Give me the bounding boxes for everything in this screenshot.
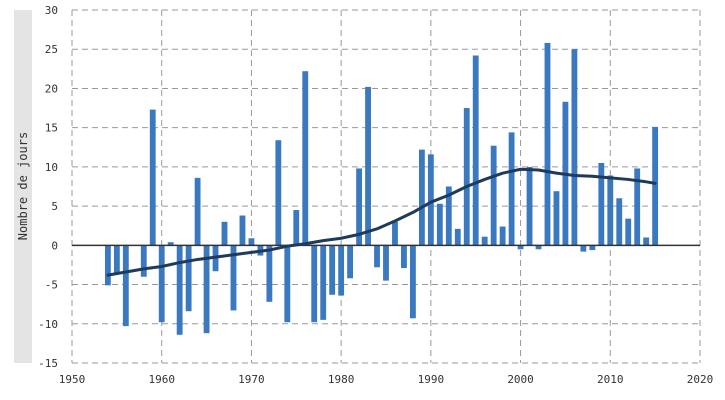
x-tick-labels: 1950 1960 1970 1980 1990 2000 2010 2020: [59, 373, 714, 386]
bar: [383, 245, 389, 281]
y-tick-label: 25: [45, 43, 58, 56]
x-tick-label: 2000: [507, 373, 534, 386]
bar: [526, 166, 533, 246]
bar: [544, 42, 551, 246]
bar: [167, 242, 174, 246]
y-tick-label: 20: [45, 82, 58, 95]
bar: [266, 245, 273, 302]
y-tick-label: 0: [51, 239, 58, 252]
bar: [194, 177, 201, 246]
bar: [445, 186, 452, 246]
y-tick-label: 5: [51, 200, 58, 213]
bar: [409, 245, 416, 319]
bar: [203, 245, 210, 334]
bar: [356, 168, 363, 246]
y-axis-label: Nombre de jours: [16, 132, 30, 240]
bars: [104, 42, 659, 335]
bar: [293, 210, 300, 246]
bar: [472, 55, 479, 246]
trend-line: [106, 167, 657, 277]
ylabel-band: [14, 10, 32, 363]
bar: [176, 245, 183, 335]
y-tick-labels: -15 -10 -5 0 5 10 15 20 25 30: [38, 4, 58, 370]
bar: [625, 218, 632, 246]
x-tick-label: 2010: [597, 373, 624, 386]
bar: [221, 221, 228, 246]
bar: [122, 245, 129, 327]
x-tick-label: 1950: [59, 373, 86, 386]
bar: [418, 149, 425, 246]
bar: [113, 245, 120, 274]
bar: [329, 245, 336, 295]
bar: [140, 245, 147, 277]
bar: [481, 236, 488, 246]
bar: [517, 245, 524, 250]
bar: [374, 245, 380, 268]
bar: [490, 145, 497, 246]
bar: [454, 228, 461, 246]
bar: [616, 198, 623, 246]
y-tick-label: 15: [45, 122, 58, 135]
bar: [580, 245, 587, 252]
bar: [302, 71, 309, 246]
bar: [436, 203, 443, 246]
bar: [158, 245, 165, 323]
bar: [104, 245, 111, 286]
y-tick-label: 10: [45, 161, 58, 174]
bar: [365, 86, 371, 246]
bar: [427, 154, 434, 246]
x-tick-label: 1990: [418, 373, 445, 386]
bar: [239, 215, 246, 246]
bar: [275, 140, 282, 246]
bar: [338, 245, 345, 296]
bar: [607, 175, 614, 246]
bar: [320, 245, 327, 320]
trend-polyline: [106, 167, 657, 277]
bar: [499, 226, 506, 246]
bar: [598, 162, 605, 246]
bar: [149, 109, 156, 246]
bar: [185, 245, 192, 312]
bar: [508, 132, 515, 246]
bar: [634, 168, 641, 246]
bar: [589, 245, 596, 251]
bar: [652, 126, 659, 246]
grid: [71, 9, 701, 364]
bar: [553, 191, 560, 246]
bar: [284, 245, 291, 323]
bar: [392, 221, 398, 246]
x-tick-label: 1980: [328, 373, 355, 386]
x-tick-label: 2020: [687, 373, 714, 386]
bar: [311, 245, 318, 323]
bar: [401, 245, 407, 269]
bar: [248, 238, 255, 246]
bar: [463, 108, 470, 246]
bar: [571, 49, 578, 246]
bar: [643, 237, 650, 246]
y-tick-label: 30: [45, 4, 58, 17]
y-tick-label: -10: [38, 318, 58, 331]
x-tick-label: 1960: [148, 373, 175, 386]
bar: [230, 245, 237, 311]
x-tick-label: 1970: [238, 373, 265, 386]
y-tick-label: -15: [38, 357, 58, 370]
bar: [535, 245, 542, 250]
bar: [347, 245, 354, 279]
y-tick-label: -5: [45, 279, 58, 292]
